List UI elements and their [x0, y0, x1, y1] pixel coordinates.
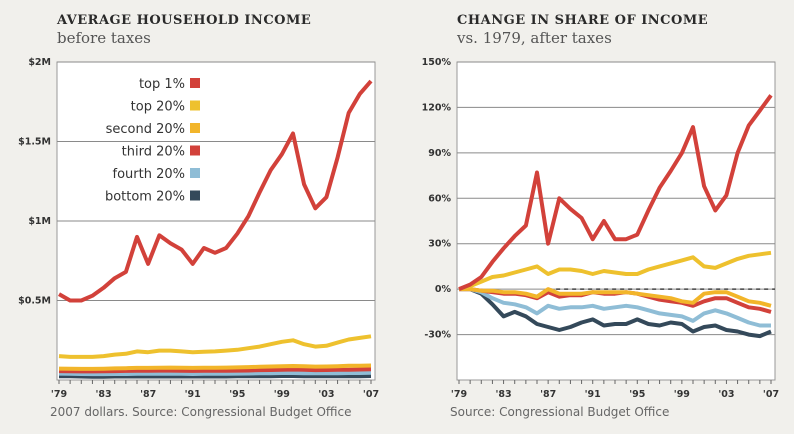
series-line-bottom-20- [58, 374, 372, 379]
x-tick-label: '91 [585, 389, 601, 400]
series-line-top-20- [458, 250, 772, 292]
y-tick-label: 150% [422, 57, 452, 68]
x-tick-label: '99 [674, 389, 690, 400]
legend-label: fourth 20% [113, 167, 185, 182]
x-tick-label: '99 [274, 389, 290, 400]
chart-subtitle: before taxes [57, 29, 151, 47]
x-tick-label: '79 [51, 389, 67, 400]
x-tick-label: '03 [318, 389, 334, 400]
series-line-top-20- [58, 334, 372, 359]
series-line-second-20- [459, 287, 772, 308]
y-tick-label: 120% [422, 102, 452, 113]
legend-swatch [190, 123, 200, 133]
legend-label: top 20% [131, 100, 185, 115]
x-tick-label: '07 [763, 389, 779, 400]
x-tick-label: '79 [451, 389, 467, 400]
x-tick-label: '83 [496, 389, 512, 400]
x-tick-label: '95 [629, 389, 645, 400]
legend-swatch [190, 145, 200, 156]
legend-swatch [190, 78, 200, 88]
chart-title: AVERAGE HOUSEHOLD INCOME [56, 13, 311, 28]
x-tick-label: '07 [363, 389, 379, 400]
series-line-fourth-20- [58, 370, 372, 377]
series-line-top-1- [58, 79, 373, 303]
x-tick-label: '83 [96, 389, 112, 400]
y-tick-label: $1M [28, 216, 51, 227]
y-tick-label: 60% [428, 193, 451, 204]
y-tick-label: 90% [428, 148, 451, 159]
x-tick-label: '87 [540, 389, 556, 400]
x-tick-label: '95 [229, 389, 245, 400]
series-line-fourth-20- [459, 287, 771, 328]
y-tick-label: 30% [428, 239, 451, 250]
series-line-bottom-20- [459, 287, 772, 339]
legend-swatch [190, 190, 200, 201]
source-note: Source: Congressional Budget Office [450, 405, 669, 419]
source-note: 2007 dollars. Source: Congressional Budg… [50, 405, 352, 419]
x-tick-label: '91 [185, 389, 201, 400]
y-tick-label: $0.5M [18, 296, 51, 307]
series-line-third-20- [58, 367, 372, 374]
plot-area [456, 61, 776, 381]
legend-swatch [190, 168, 200, 178]
series-line-second-20- [58, 363, 372, 371]
legend-swatch [190, 100, 200, 111]
y-tick-label: 0% [435, 284, 452, 295]
legend-label: bottom 20% [105, 190, 185, 205]
series-line-top-1- [458, 94, 773, 291]
chart-subtitle: vs. 1979, after taxes [456, 29, 612, 47]
x-tick-label: '87 [140, 389, 156, 400]
y-tick-label: $2M [28, 57, 51, 68]
y-tick-label: -30% [424, 330, 451, 341]
legend-label: top 1% [139, 77, 185, 92]
x-tick-label: '03 [718, 389, 734, 400]
chart-title: CHANGE IN SHARE OF INCOME [457, 13, 708, 28]
legend-label: third 20% [122, 145, 185, 160]
y-tick-label: $1.5M [18, 137, 51, 148]
legend-label: second 20% [106, 122, 185, 137]
